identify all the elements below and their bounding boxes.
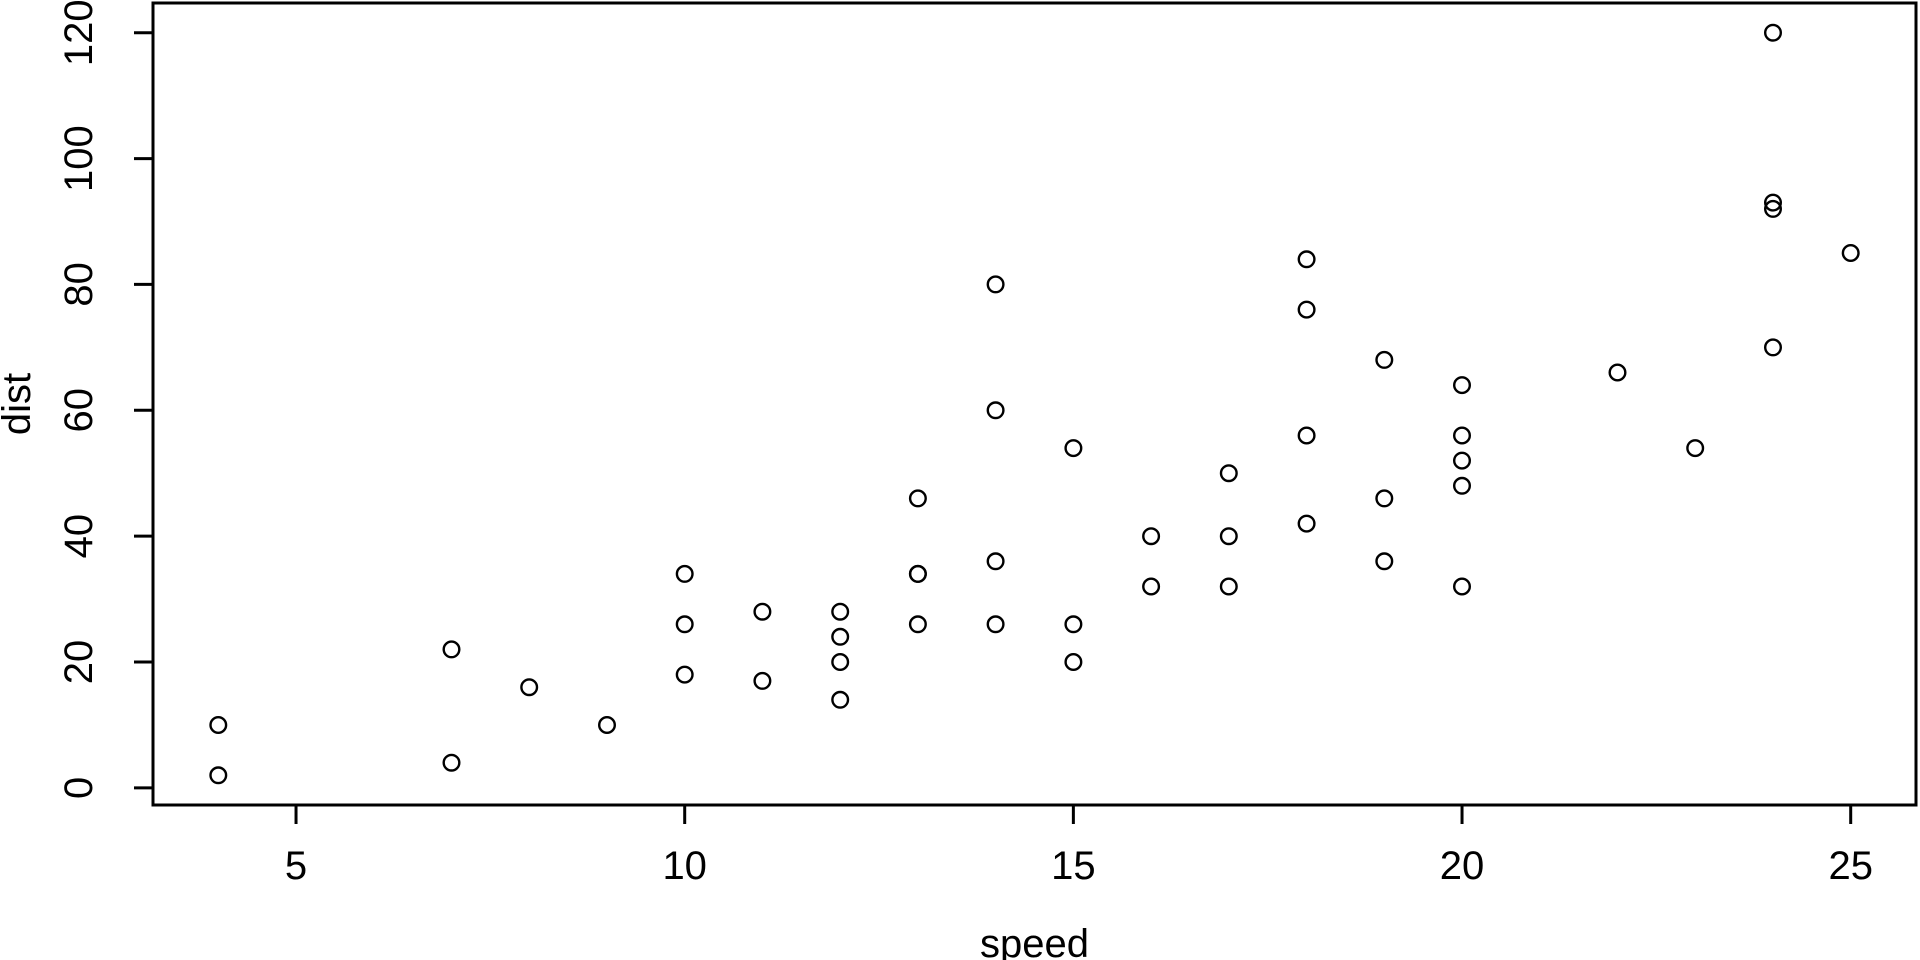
data-point — [442, 640, 461, 659]
data-point — [675, 665, 694, 684]
data-point — [675, 615, 694, 634]
plot-area: 5 10 15 20 25 0 20 40 60 80 100 120 — [57, 0, 1918, 888]
data-point — [1219, 577, 1238, 596]
data-point — [598, 716, 617, 735]
y-tick-label: 120 — [57, 0, 101, 66]
data-point — [1763, 338, 1782, 357]
data-point — [986, 401, 1005, 420]
data-point — [1297, 426, 1316, 445]
data-point — [986, 275, 1005, 294]
x-tick-label: 15 — [1051, 844, 1096, 888]
data-point — [831, 690, 850, 709]
data-point — [1763, 199, 1782, 218]
data-point — [442, 753, 461, 772]
data-point — [1142, 577, 1161, 596]
data-point — [1219, 464, 1238, 483]
data-point — [986, 552, 1005, 571]
y-tick-label: 60 — [57, 388, 101, 433]
x-axis-title: speed — [980, 922, 1089, 960]
data-point — [209, 716, 228, 735]
y-tick-label: 100 — [57, 125, 101, 192]
data-point — [1608, 363, 1627, 382]
data-point — [1219, 527, 1238, 546]
data-point — [908, 615, 927, 634]
data-point — [1452, 376, 1471, 395]
data-point — [520, 678, 539, 697]
data-point — [908, 489, 927, 508]
data-point — [1686, 439, 1705, 458]
data-point — [1841, 243, 1860, 262]
y-tick-label: 80 — [57, 262, 101, 307]
data-point — [1064, 615, 1083, 634]
data-point — [908, 564, 927, 583]
data-point — [1142, 527, 1161, 546]
data-point — [1763, 193, 1782, 212]
data-point — [1297, 514, 1316, 533]
data-point — [1064, 439, 1083, 458]
x-tick-label: 20 — [1440, 844, 1485, 888]
y-tick-label: 0 — [57, 777, 101, 799]
data-point — [1452, 577, 1471, 596]
data-point — [753, 671, 772, 690]
data-point — [831, 602, 850, 621]
data-point — [831, 627, 850, 646]
y-axis-title: dist — [0, 373, 39, 435]
y-tick-label: 20 — [57, 640, 101, 685]
data-point — [1064, 653, 1083, 672]
data-point — [1297, 300, 1316, 319]
data-point — [1452, 451, 1471, 470]
x-tick-label: 5 — [285, 844, 307, 888]
data-point — [753, 602, 772, 621]
x-tick-label: 25 — [1828, 844, 1873, 888]
y-tick-label: 40 — [57, 514, 101, 559]
plot-border — [151, 1, 1918, 807]
data-point — [1452, 426, 1471, 445]
data-point — [1375, 350, 1394, 369]
data-point — [1763, 23, 1782, 42]
data-point — [675, 564, 694, 583]
data-point — [1375, 489, 1394, 508]
data-point — [209, 766, 228, 785]
data-point — [1375, 552, 1394, 571]
x-tick-label: 10 — [662, 844, 707, 888]
data-point — [1297, 250, 1316, 269]
data-point — [1452, 476, 1471, 495]
data-point — [986, 615, 1005, 634]
data-point — [831, 653, 850, 672]
